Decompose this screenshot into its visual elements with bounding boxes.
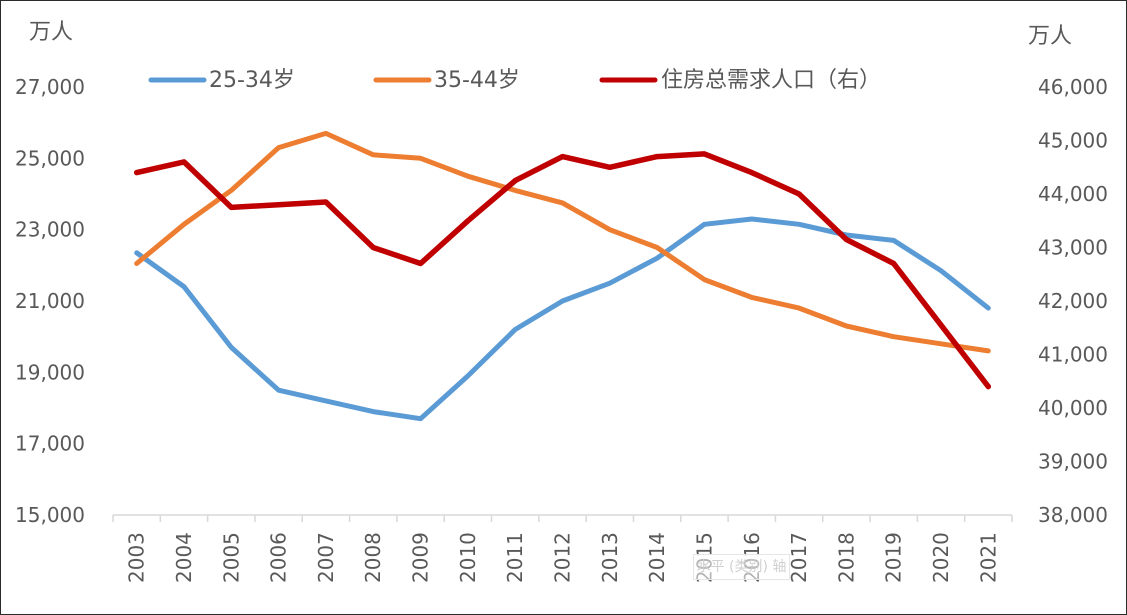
legend-label-25-34[interactable]: 25-34岁: [209, 68, 295, 93]
left-axis-tick-label: 19,000: [15, 360, 85, 384]
right-axis-tick-label: 43,000: [1038, 236, 1108, 260]
x-axis-tick-label: 2011: [503, 532, 527, 583]
x-axis-tick-label: 2017: [787, 532, 811, 583]
left-axis[interactable]: 27,000 25,000 23,000 21,000 19,000 17,000 15,0…: [15, 75, 85, 527]
x-axis-tick-label: 2020: [929, 532, 953, 583]
x-axis-tick-label: 2009: [409, 532, 433, 583]
x-axis-tick-label: 2013: [598, 532, 622, 583]
x-axis-tick-label: 2003: [125, 532, 149, 583]
left-axis-tick-label: 27,000: [15, 75, 85, 99]
x-axis-tick-label: 2005: [219, 532, 243, 583]
right-axis[interactable]: 46,000 45,000 44,000 43,000 42,000 41,000 40,0…: [1038, 75, 1108, 527]
left-axis-tick-label: 21,000: [15, 289, 85, 313]
x-axis-tick-label: 2019: [882, 532, 906, 583]
series-group: [133, 130, 992, 422]
right-axis-tick-label: 46,000: [1038, 75, 1108, 99]
right-axis-tick-label: 40,000: [1038, 396, 1108, 420]
legend-label-housing-demand[interactable]: 住房总需求人口（右）: [661, 68, 881, 93]
x-axis-tick-label: 2021: [976, 532, 1000, 583]
left-axis-tick-label: 15,000: [15, 503, 85, 527]
x-axis-tick-label: 2010: [456, 532, 480, 583]
x-axis-tick-label: 2018: [834, 532, 858, 583]
legend-label-35-44[interactable]: 35-44岁: [434, 68, 520, 93]
right-axis-tick-label: 41,000: [1038, 343, 1108, 367]
x-axis-tick-label: 2007: [314, 532, 338, 583]
right-axis-tick-label: 42,000: [1038, 289, 1108, 313]
right-axis-tick-label: 44,000: [1038, 182, 1108, 206]
x-axis[interactable]: 2003 2004 2005 2006 2007 2008 2009 2010 2011 2012…: [112, 514, 1013, 583]
right-axis-tick-label: 39,000: [1038, 450, 1108, 474]
series-housing-demand-line[interactable]: [133, 151, 992, 390]
left-axis-tick-label: 17,000: [15, 432, 85, 456]
x-axis-tick-label: 2016: [740, 532, 764, 583]
left-axis-tick-label: 23,000: [15, 218, 85, 242]
right-axis-tick-label: 45,000: [1038, 129, 1108, 153]
x-axis-tick-label: 2004: [172, 532, 196, 583]
x-axis-tick-label: 2015: [692, 532, 716, 583]
legend[interactable]: 25-34岁 35-44岁 住房总需求人口（右）: [148, 68, 881, 93]
left-axis-tick-label: 25,000: [15, 146, 85, 170]
right-axis-tick-label: 38,000: [1038, 503, 1108, 527]
left-axis-unit: 万人: [29, 20, 73, 45]
x-axis-tick-label: 2014: [645, 532, 669, 583]
right-axis-unit: 万人: [1028, 24, 1072, 49]
x-axis-tick-label: 2008: [361, 532, 385, 583]
x-axis-tick-label: 2012: [551, 532, 575, 583]
x-axis-tick-label: 2006: [267, 532, 291, 583]
series-35-44-line[interactable]: [134, 130, 991, 354]
